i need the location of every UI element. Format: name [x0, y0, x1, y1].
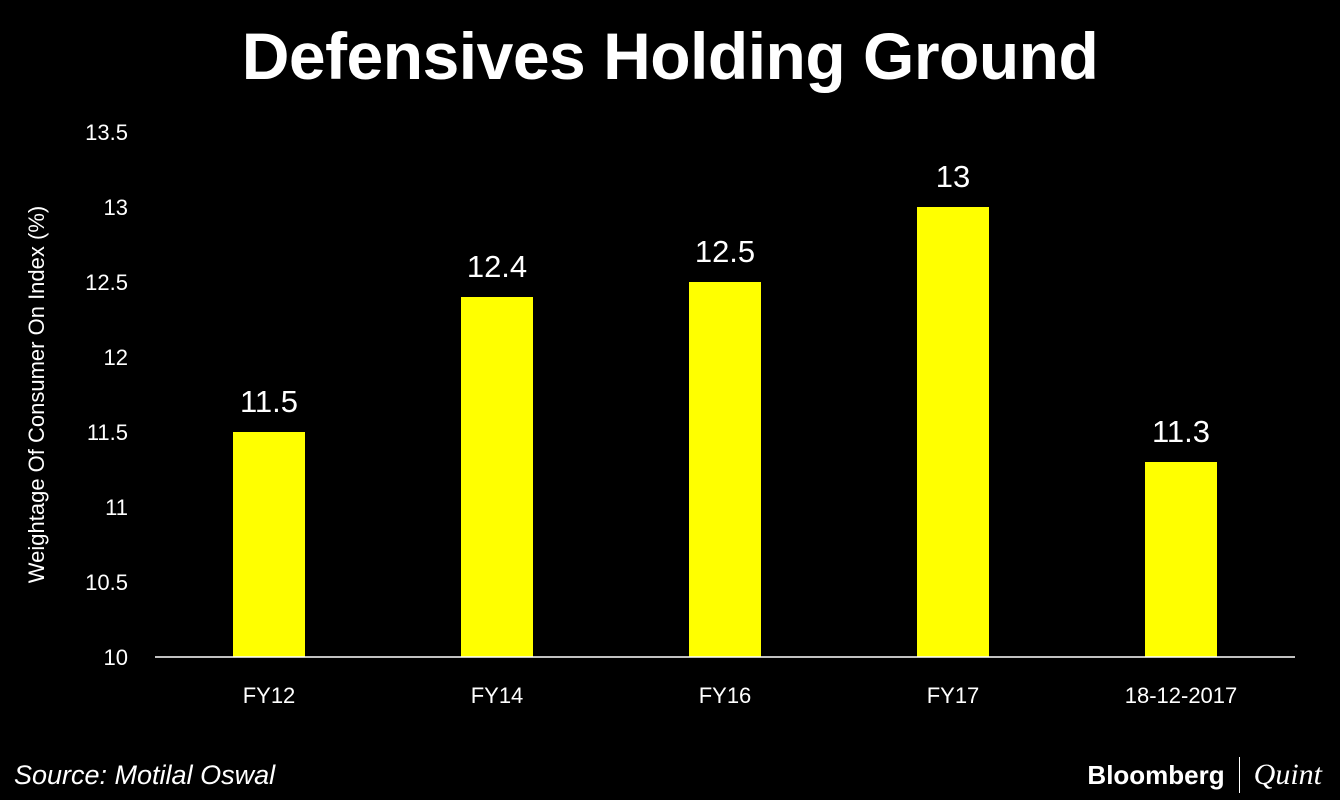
x-axis: FY12 FY14 FY16 FY17 18-12-2017 [243, 683, 1238, 708]
x-tick-label: 18-12-2017 [1125, 683, 1238, 708]
brand-bloomberg: Bloomberg [1087, 759, 1225, 790]
y-tick-label: 13 [104, 195, 128, 220]
x-tick-label: FY17 [927, 683, 980, 708]
y-tick-label: 12.5 [85, 270, 128, 295]
bar [1145, 462, 1217, 657]
y-tick-label: 12 [104, 345, 128, 370]
data-label: 13 [936, 159, 970, 194]
data-label: 12.4 [467, 249, 527, 284]
data-labels: 11.5 12.4 12.5 13 11.3 [240, 159, 1210, 449]
data-label: 12.5 [695, 234, 755, 269]
y-tick-label: 10 [104, 645, 128, 670]
bar [689, 282, 761, 657]
y-axis-label: Weightage Of Consumer On Index (%) [24, 206, 49, 583]
bar [233, 432, 305, 657]
y-axis: 10 10.5 11 11.5 12 12.5 13 13.5 [85, 120, 128, 670]
bars [233, 207, 1217, 657]
x-tick-label: FY16 [699, 683, 752, 708]
x-tick-label: FY14 [471, 683, 524, 708]
bar [461, 297, 533, 657]
source-note: Source: Motilal Oswal [14, 760, 276, 790]
x-tick-label: FY12 [243, 683, 296, 708]
brand-logo: Bloomberg Quint [1087, 755, 1322, 795]
bar [917, 207, 989, 657]
brand-quint: Quint [1253, 758, 1322, 791]
y-tick-label: 11 [105, 495, 128, 520]
data-label: 11.5 [240, 384, 298, 419]
y-tick-label: 13.5 [85, 120, 128, 145]
data-label: 11.3 [1152, 414, 1210, 449]
y-tick-label: 11.5 [87, 420, 128, 445]
y-tick-label: 10.5 [85, 570, 128, 595]
brand-divider [1238, 757, 1240, 793]
chart-title: Defensives Holding Ground [241, 19, 1099, 93]
